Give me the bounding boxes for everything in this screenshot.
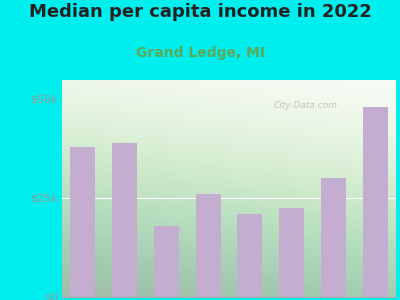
Text: Median per capita income in 2022: Median per capita income in 2022: [28, 3, 372, 21]
Bar: [196, 194, 221, 297]
Bar: [112, 143, 137, 297]
Bar: [363, 107, 388, 297]
Text: City-Data.com: City-Data.com: [274, 101, 338, 110]
Bar: [237, 214, 262, 297]
Text: Grand Ledge, MI: Grand Ledge, MI: [136, 46, 264, 61]
Bar: [321, 178, 346, 297]
Bar: [70, 147, 95, 297]
Bar: [154, 226, 179, 297]
Text: $50k: $50k: [30, 94, 58, 104]
Bar: [279, 208, 304, 297]
Text: $0: $0: [44, 292, 58, 300]
Text: $25k: $25k: [30, 193, 58, 203]
